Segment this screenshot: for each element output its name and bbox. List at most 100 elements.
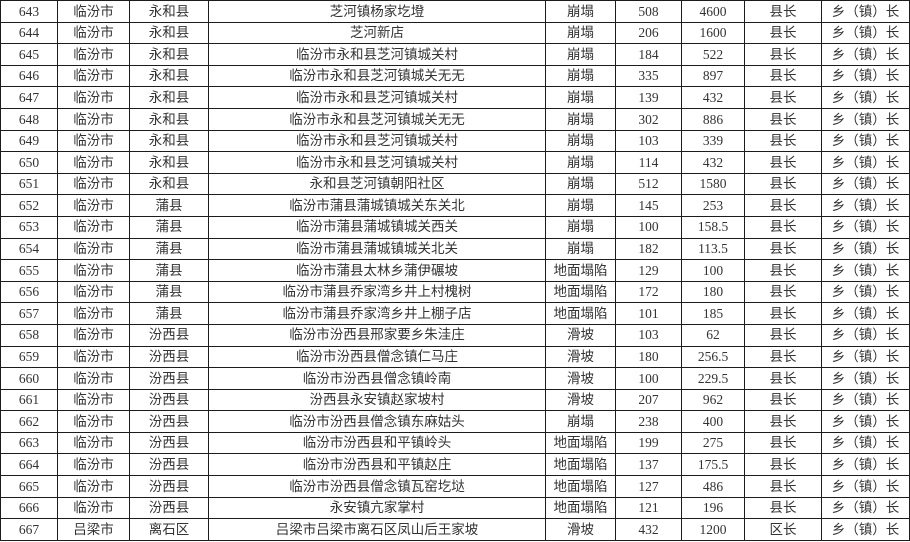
cell-responsible-2: 乡（镇）长: [821, 518, 910, 541]
cell-county: 汾西县: [129, 475, 209, 498]
cell-value-2: 175.5: [681, 453, 745, 477]
cell-responsible-2: 乡（镇）长: [821, 237, 910, 261]
cell-responsible-2: 乡（镇）长: [821, 302, 910, 325]
cell-value-2: 180: [681, 280, 745, 304]
table-row: 652 临汾市 蒲县 临汾市蒲县蒲城镇城关东关北 崩塌 145 253 县长 乡（镇）长: [0, 194, 910, 217]
table-row: 661 临汾市 汾西县 汾西县永安镇赵家坡村 滑坡 207 962 县长 乡（镇）长: [0, 388, 910, 412]
cell-value-2: 196: [681, 496, 745, 520]
cell-city: 临汾市: [57, 21, 130, 45]
cell-hazard-type: 滑坡: [545, 367, 616, 390]
cell-responsible-1: 县长: [744, 129, 822, 153]
cell-city: 临汾市: [57, 431, 130, 455]
cell-hazard-type: 滑坡: [545, 345, 616, 369]
cell-responsible-2: 乡（镇）长: [821, 107, 910, 131]
cell-value-1: 137: [615, 453, 682, 477]
cell-city: 临汾市: [57, 0, 130, 23]
cell-value-2: 897: [681, 64, 745, 88]
cell-responsible-2: 乡（镇）长: [821, 151, 910, 174]
cell-value-1: 101: [615, 302, 682, 325]
cell-value-1: 180: [615, 345, 682, 369]
cell-value-1: 512: [615, 172, 682, 196]
cell-value-2: 275: [681, 431, 745, 455]
cell-row-number: 667: [0, 518, 58, 541]
cell-value-1: 182: [615, 237, 682, 261]
cell-responsible-1: 县长: [744, 237, 822, 261]
cell-responsible-1: 县长: [744, 431, 822, 455]
cell-row-number: 666: [0, 496, 58, 520]
cell-row-number: 665: [0, 475, 58, 498]
cell-hazard-type: 崩塌: [545, 64, 616, 88]
cell-row-number: 648: [0, 107, 58, 131]
cell-row-number: 652: [0, 194, 58, 217]
cell-row-number: 660: [0, 367, 58, 390]
cell-site-name: 临汾市蒲县乔家湾乡井上村槐树: [208, 280, 546, 304]
cell-city: 临汾市: [57, 86, 130, 109]
cell-responsible-2: 乡（镇）长: [821, 259, 910, 282]
cell-site-name: 临汾市汾西县邢家要乡朱洼庄: [208, 323, 546, 347]
cell-city: 临汾市: [57, 345, 130, 369]
cell-county: 永和县: [129, 172, 209, 196]
cell-hazard-type: 地面塌陷: [545, 280, 616, 304]
cell-row-number: 663: [0, 431, 58, 455]
cell-row-number: 651: [0, 172, 58, 196]
cell-hazard-type: 崩塌: [545, 43, 616, 66]
cell-county: 永和县: [129, 129, 209, 153]
cell-value-2: 1580: [681, 172, 745, 196]
cell-responsible-1: 县长: [744, 496, 822, 520]
cell-value-2: 253: [681, 194, 745, 217]
cell-hazard-type: 崩塌: [545, 237, 616, 261]
cell-city: 临汾市: [57, 453, 130, 477]
cell-site-name: 临汾市永和县芝河镇城关无无: [208, 64, 546, 88]
cell-county: 汾西县: [129, 345, 209, 369]
cell-city: 临汾市: [57, 43, 130, 66]
cell-hazard-type: 地面塌陷: [545, 431, 616, 455]
cell-value-1: 302: [615, 107, 682, 131]
cell-row-number: 658: [0, 323, 58, 347]
cell-responsible-1: 县长: [744, 388, 822, 412]
cell-value-2: 962: [681, 388, 745, 412]
cell-value-2: 486: [681, 475, 745, 498]
table-row: 667 吕梁市 离石区 吕梁市吕梁市离石区凤山后王家坡 滑坡 432 1200 区长 乡（镇）长: [0, 518, 910, 541]
cell-row-number: 656: [0, 280, 58, 304]
table-row: 658 临汾市 汾西县 临汾市汾西县邢家要乡朱洼庄 滑坡 103 62 县长 乡（镇）长: [0, 323, 910, 347]
cell-row-number: 649: [0, 129, 58, 153]
cell-city: 临汾市: [57, 194, 130, 217]
cell-responsible-2: 乡（镇）长: [821, 410, 910, 433]
cell-site-name: 芝河镇杨家圪墱: [208, 0, 546, 23]
cell-value-2: 432: [681, 86, 745, 109]
cell-site-name: 临汾市蒲县太林乡蒲伊碾坡: [208, 259, 546, 282]
cell-city: 临汾市: [57, 64, 130, 88]
cell-value-1: 121: [615, 496, 682, 520]
cell-county: 永和县: [129, 64, 209, 88]
cell-responsible-2: 乡（镇）长: [821, 496, 910, 520]
cell-row-number: 646: [0, 64, 58, 88]
table-row: 655 临汾市 蒲县 临汾市蒲县太林乡蒲伊碾坡 地面塌陷 129 100 县长 乡（镇）长: [0, 259, 910, 282]
cell-responsible-1: 县长: [744, 86, 822, 109]
cell-row-number: 643: [0, 0, 58, 23]
cell-row-number: 655: [0, 259, 58, 282]
cell-value-1: 139: [615, 86, 682, 109]
cell-value-2: 256.5: [681, 345, 745, 369]
cell-responsible-2: 乡（镇）长: [821, 367, 910, 390]
cell-city: 临汾市: [57, 367, 130, 390]
cell-row-number: 645: [0, 43, 58, 66]
cell-responsible-2: 乡（镇）长: [821, 172, 910, 196]
cell-responsible-2: 乡（镇）长: [821, 86, 910, 109]
cell-responsible-2: 乡（镇）长: [821, 453, 910, 477]
cell-value-2: 400: [681, 410, 745, 433]
cell-hazard-type: 滑坡: [545, 323, 616, 347]
cell-value-2: 62: [681, 323, 745, 347]
table-row: 659 临汾市 汾西县 临汾市汾西县僧念镇仁马庄 滑坡 180 256.5 县长 乡（镇）长: [0, 345, 910, 369]
cell-value-2: 158.5: [681, 215, 745, 239]
cell-county: 离石区: [129, 518, 209, 541]
cell-value-2: 522: [681, 43, 745, 66]
cell-responsible-1: 县长: [744, 323, 822, 347]
cell-hazard-type: 崩塌: [545, 21, 616, 45]
cell-site-name: 汾西县永安镇赵家坡村: [208, 388, 546, 412]
cell-city: 临汾市: [57, 237, 130, 261]
cell-value-1: 103: [615, 323, 682, 347]
cell-responsible-1: 区长: [744, 518, 822, 541]
cell-responsible-2: 乡（镇）长: [821, 64, 910, 88]
cell-hazard-type: 崩塌: [545, 86, 616, 109]
cell-hazard-type: 地面塌陷: [545, 259, 616, 282]
